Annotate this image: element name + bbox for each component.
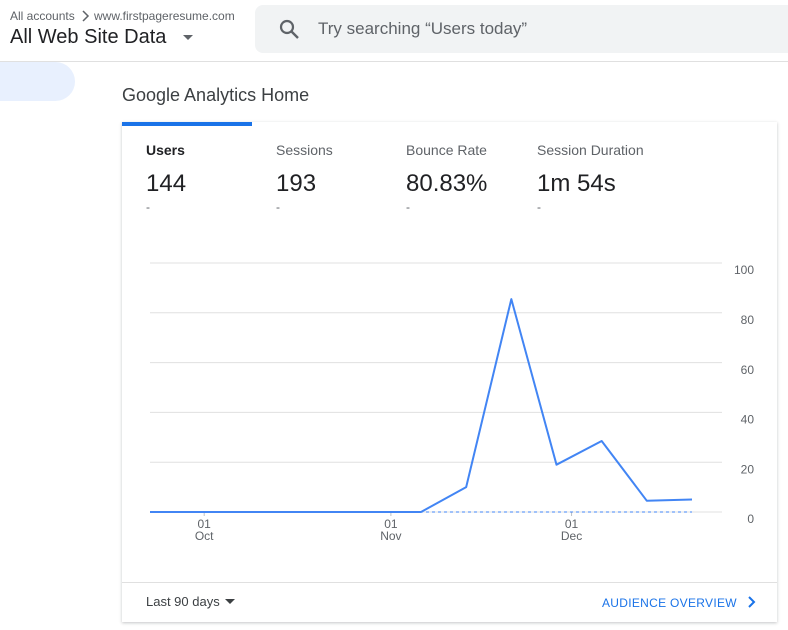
metric-label[interactable]: Session Duration xyxy=(537,142,644,158)
view-selector[interactable]: All Web Site Data xyxy=(10,26,167,48)
metric-label[interactable]: Users xyxy=(146,142,185,158)
y-tick-label: 0 xyxy=(747,512,754,526)
breadcrumb-property[interactable]: www.firstpageresume.com xyxy=(94,9,235,23)
view-caret xyxy=(183,35,193,40)
y-tick-label: 80 xyxy=(741,313,755,327)
metric-value: 144 xyxy=(146,170,187,197)
search-bar[interactable] xyxy=(255,5,788,53)
metric-change: - xyxy=(537,200,541,214)
chart: 0 20 40 60 80 100 xyxy=(150,262,755,526)
y-tick-label: 20 xyxy=(741,462,755,476)
header-divider xyxy=(0,61,788,62)
nav-pill[interactable] xyxy=(0,62,75,101)
y-tick-label: 40 xyxy=(741,413,755,427)
audience-overview-link[interactable]: AUDIENCE OVERVIEW xyxy=(602,596,737,610)
metric-change: - xyxy=(276,200,280,214)
page-title: Google Analytics Home xyxy=(122,85,310,105)
link-chevron xyxy=(748,596,756,608)
series-line xyxy=(150,298,693,513)
x-tick-label: 01 Dec xyxy=(560,517,583,543)
y-tick-label: 100 xyxy=(734,263,754,277)
metric-change: - xyxy=(406,200,410,214)
breadcrumb-root[interactable]: All accounts xyxy=(10,9,75,23)
search-placeholder[interactable]: Try searching “Users today” xyxy=(318,19,528,38)
x-tick-label: 01 Oct xyxy=(194,517,214,543)
y-tick-label: 60 xyxy=(741,363,755,377)
date-range-selector[interactable]: Last 90 days xyxy=(146,594,220,609)
metric-label[interactable]: Bounce Rate xyxy=(406,142,487,158)
metric-change: - xyxy=(146,200,150,214)
metric-label[interactable]: Sessions xyxy=(276,142,333,158)
x-tick-label: 01 Nov xyxy=(380,517,402,543)
metric-value: 193 xyxy=(276,170,317,197)
active-tab-indicator xyxy=(122,122,252,126)
date-range-caret xyxy=(225,599,235,604)
footer-divider xyxy=(122,582,777,583)
search-icon xyxy=(279,19,299,39)
metric-value: 80.83% xyxy=(406,170,488,197)
card xyxy=(122,122,777,622)
breadcrumb-chevron xyxy=(82,10,90,22)
metric-value: 1m 54s xyxy=(537,170,616,197)
